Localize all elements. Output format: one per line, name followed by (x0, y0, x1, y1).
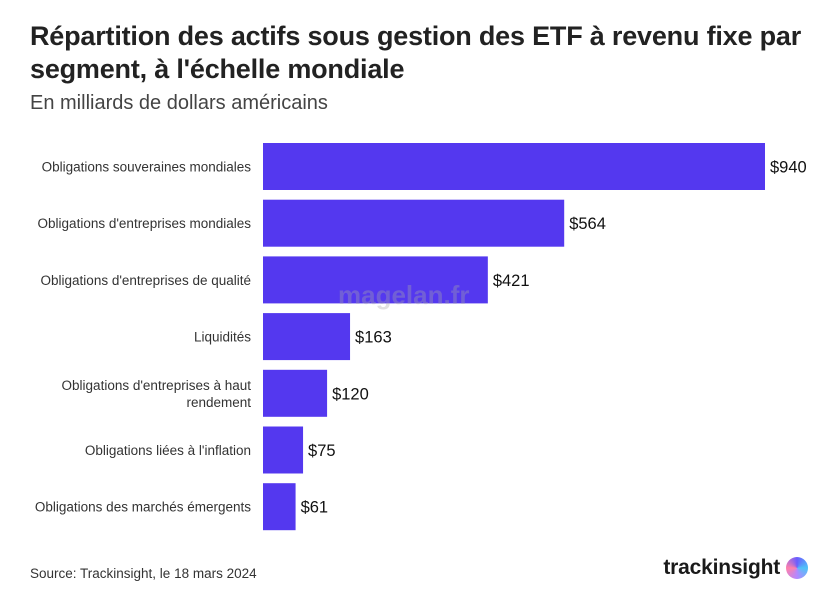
bar-0 (263, 143, 765, 190)
category-label-6: Obligations des marchés émergents (35, 500, 251, 515)
trackinsight-logo-icon (786, 557, 808, 579)
value-label-1: $564 (569, 215, 606, 233)
bar-6 (263, 483, 296, 531)
value-label-5: $75 (308, 442, 336, 460)
value-label-2: $421 (493, 272, 530, 290)
value-label-4: $120 (332, 385, 369, 403)
bar-2 (263, 256, 488, 304)
category-label-4: Obligations d'entreprises à haut rendemen… (62, 378, 252, 410)
chart-subtitle: En milliards de dollars américains (30, 92, 328, 114)
bar-1 (263, 199, 565, 247)
category-label-0: Obligations souveraines mondiales (42, 160, 252, 175)
category-label-1: Obligations d'entreprises mondiales (38, 216, 252, 231)
brand-name: trackinsight (663, 556, 780, 579)
bar-4 (263, 369, 328, 417)
category-label-5: Obligations liées à l'inflation (85, 443, 251, 458)
source-note: Source: Trackinsight, le 18 mars 2024 (30, 566, 257, 581)
bar-3 (263, 313, 351, 361)
value-label-0: $940 (770, 159, 807, 177)
bar-5 (263, 426, 304, 474)
chart-title: Répartition des actifs sous gestion des … (30, 21, 802, 84)
value-label-6: $61 (301, 499, 329, 517)
category-label-2: Obligations d'entreprises de qualité (41, 273, 251, 288)
bar-chart: Obligations souveraines mondiales $940 Obl… (35, 143, 807, 531)
value-label-3: $163 (355, 329, 392, 347)
brand-logo: trackinsight (663, 556, 808, 580)
category-label-3: Liquidités (194, 330, 251, 345)
